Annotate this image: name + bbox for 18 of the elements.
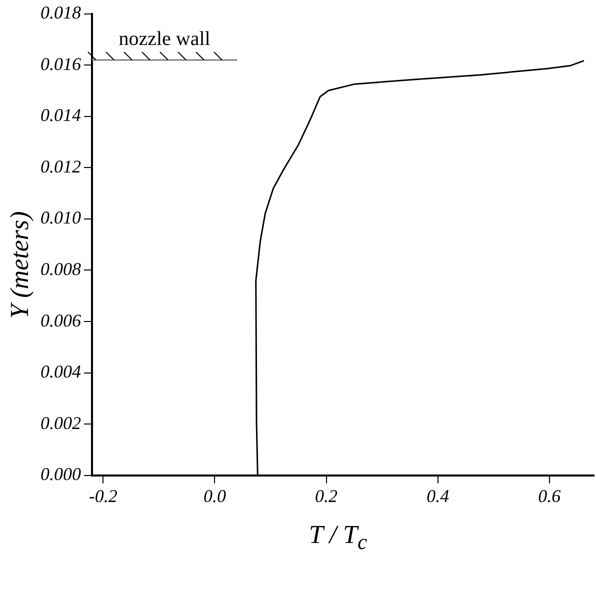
y-tick-label: 0.004 — [40, 362, 81, 382]
y-tick-label: 0.012 — [40, 156, 81, 176]
x-tick-label: 0.4 — [426, 486, 450, 506]
y-tick-label: 0.016 — [40, 54, 81, 74]
x-axis-title: T / T$_{c}$ — [308, 520, 368, 556]
y-tick-label: 0.000 — [40, 464, 81, 484]
y-tick-label: 0.008 — [40, 258, 81, 279]
y-axis-title: Y (meters) — [5, 210, 35, 321]
x-tick-label: 0.6 — [538, 486, 561, 506]
y-tick-label: 0.010 — [40, 208, 81, 228]
annotation: nozzle wall — [118, 28, 211, 50]
y-tick-label: 0.006 — [40, 310, 81, 330]
x-tick-label: 0.2 — [315, 486, 338, 506]
x-tick-label: -0.2 — [88, 486, 118, 506]
y-tick-label: 0.018 — [40, 2, 81, 23]
x-tick-label: 0.0 — [203, 486, 226, 506]
y-tick-label: 0.002 — [40, 412, 81, 433]
y-tick-label: 0.014 — [40, 105, 81, 126]
